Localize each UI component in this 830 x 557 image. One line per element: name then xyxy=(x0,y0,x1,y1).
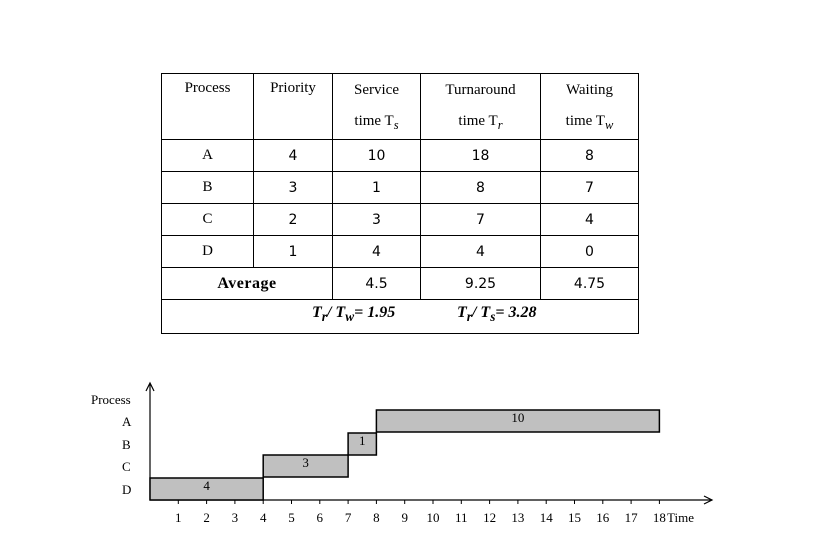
average-turnaround: 9.25 xyxy=(420,267,541,300)
table-row: A 4 10 18 8 xyxy=(161,139,639,172)
x-axis-arrow xyxy=(703,495,714,505)
x-tick-label: 5 xyxy=(288,510,295,525)
average-waiting: 4.75 xyxy=(540,267,639,300)
process-label-a: A xyxy=(122,414,132,429)
gantt-bar-label: 1 xyxy=(359,433,366,448)
x-tick-label: 1 xyxy=(175,510,182,525)
y-axis-arrow xyxy=(145,381,155,392)
header-turnaround: Turnaround xyxy=(420,73,541,106)
gantt-bar-d xyxy=(149,477,264,501)
x-tick-label: 17 xyxy=(625,510,639,525)
ratio-turnaround-waiting: Tr/ Tw= 1.95 xyxy=(312,304,396,325)
header-turnaround-sub: time Tr xyxy=(420,106,541,140)
table-row: B 3 1 8 7 xyxy=(161,171,639,204)
process-label-b: B xyxy=(122,437,131,452)
header-waiting-sub: time Tw xyxy=(540,106,639,140)
ratio-row xyxy=(161,299,639,334)
cell-waiting: 8 xyxy=(540,139,639,172)
x-tick-label: 3 xyxy=(232,510,239,525)
x-tick-label: 14 xyxy=(540,510,554,525)
cell-service: 10 xyxy=(332,139,421,172)
table-row: D 1 4 4 0 xyxy=(161,235,639,268)
gantt-bar-c xyxy=(262,454,349,478)
process-label-d: D xyxy=(122,482,131,497)
x-tick-label: 13 xyxy=(511,510,524,525)
x-tick-label: 6 xyxy=(317,510,324,525)
scheduling-table: Process Priority Service Turnaround Wait… xyxy=(161,73,639,334)
x-tick-label: 15 xyxy=(568,510,581,525)
x-tick-label: 18 xyxy=(653,510,666,525)
x-tick-label: 2 xyxy=(203,510,210,525)
x-tick-label: 4 xyxy=(260,510,267,525)
header-waiting: Waiting xyxy=(540,73,639,106)
ratio-turnaround-service: Tr/ Ts= 3.28 xyxy=(457,304,537,325)
x-axis-label: Time xyxy=(667,510,694,525)
cell-priority: 4 xyxy=(253,139,333,172)
gantt-bar-label: 10 xyxy=(511,410,524,425)
cell-service: 4 xyxy=(332,235,421,268)
ratio-cell xyxy=(161,299,639,334)
gantt-bar-a xyxy=(375,409,661,433)
gantt-bar-label: 4 xyxy=(203,478,210,493)
cell-waiting: 7 xyxy=(540,171,639,204)
average-row: Average 4.5 9.25 4.75 xyxy=(161,267,639,300)
header-priority: Priority xyxy=(253,73,333,140)
x-tick-label: 8 xyxy=(373,510,380,525)
cell-process: B xyxy=(161,171,254,204)
x-tick-label: 10 xyxy=(427,510,440,525)
x-tick-label: 12 xyxy=(483,510,496,525)
average-service: 4.5 xyxy=(332,267,421,300)
x-tick-label: 11 xyxy=(455,510,468,525)
table-row: C 2 3 7 4 xyxy=(161,203,639,236)
gantt-bar-label: 3 xyxy=(302,455,309,470)
gantt-bar-b xyxy=(347,432,378,456)
header-process: Process xyxy=(161,73,254,140)
x-tick-label: 9 xyxy=(401,510,408,525)
cell-process: D xyxy=(161,235,254,268)
cell-priority: 2 xyxy=(253,203,333,236)
cell-priority: 1 xyxy=(253,235,333,268)
x-tick-label: 7 xyxy=(345,510,352,525)
cell-process: C xyxy=(161,203,254,236)
cell-priority: 3 xyxy=(253,171,333,204)
process-label-c: C xyxy=(122,459,131,474)
y-axis-label: Process xyxy=(91,392,131,407)
x-tick-label: 16 xyxy=(596,510,610,525)
cell-waiting: 0 xyxy=(540,235,639,268)
cell-turnaround: 7 xyxy=(420,203,541,236)
